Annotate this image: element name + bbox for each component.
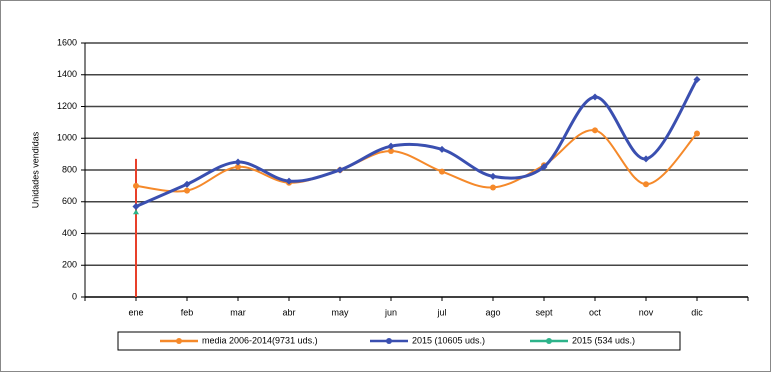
legend-label: 2015 (10605 uds.) [412, 335, 485, 345]
x-tick-label: ene [128, 307, 143, 317]
point [438, 145, 446, 153]
point [591, 93, 599, 101]
legend-label: 2015 (534 uds.) [572, 335, 635, 345]
x-tick-label: feb [181, 307, 194, 317]
point [132, 202, 140, 211]
x-tick-label: nov [639, 307, 654, 317]
y-tick-label: 0 [72, 291, 77, 301]
point [489, 172, 497, 180]
x-tick-label: dic [691, 307, 703, 317]
y-tick-label: 800 [62, 164, 77, 174]
point [133, 209, 139, 215]
point [336, 166, 344, 174]
legend-label: media 2006-2014(9731 uds.) [202, 335, 318, 345]
legend-marker [386, 338, 392, 344]
point [387, 142, 395, 150]
point [439, 168, 445, 175]
point [388, 147, 394, 154]
y-tick-label: 1600 [57, 37, 77, 47]
y-axis-label: Unidades vendidas [30, 131, 40, 208]
point [643, 181, 649, 188]
y-tick-label: 1000 [57, 133, 77, 143]
y-tick-label: 1400 [57, 69, 77, 79]
point [183, 180, 191, 188]
point [540, 163, 548, 171]
y-tick-label: 1200 [57, 101, 77, 111]
x-tick-label: may [331, 307, 349, 317]
x-tick-label: oct [589, 307, 602, 317]
point [184, 187, 190, 194]
y-tick-label: 600 [62, 196, 77, 206]
point [285, 177, 293, 185]
x-tick-label: jul [436, 307, 446, 317]
legend-marker [176, 338, 182, 344]
y-tick-label: 400 [62, 228, 77, 238]
point [694, 130, 700, 137]
y-tick-label: 200 [62, 260, 77, 270]
point [642, 155, 650, 163]
point [490, 184, 496, 191]
point [592, 127, 598, 134]
x-tick-label: abr [282, 307, 295, 317]
x-tick-label: jun [384, 307, 397, 317]
point [693, 75, 701, 84]
point [234, 158, 242, 166]
x-tick-label: ago [485, 307, 500, 317]
x-tick-label: sept [535, 307, 553, 317]
x-tick-label: mar [230, 307, 246, 317]
legend-marker [546, 338, 552, 344]
point [133, 182, 139, 189]
point [235, 163, 241, 170]
